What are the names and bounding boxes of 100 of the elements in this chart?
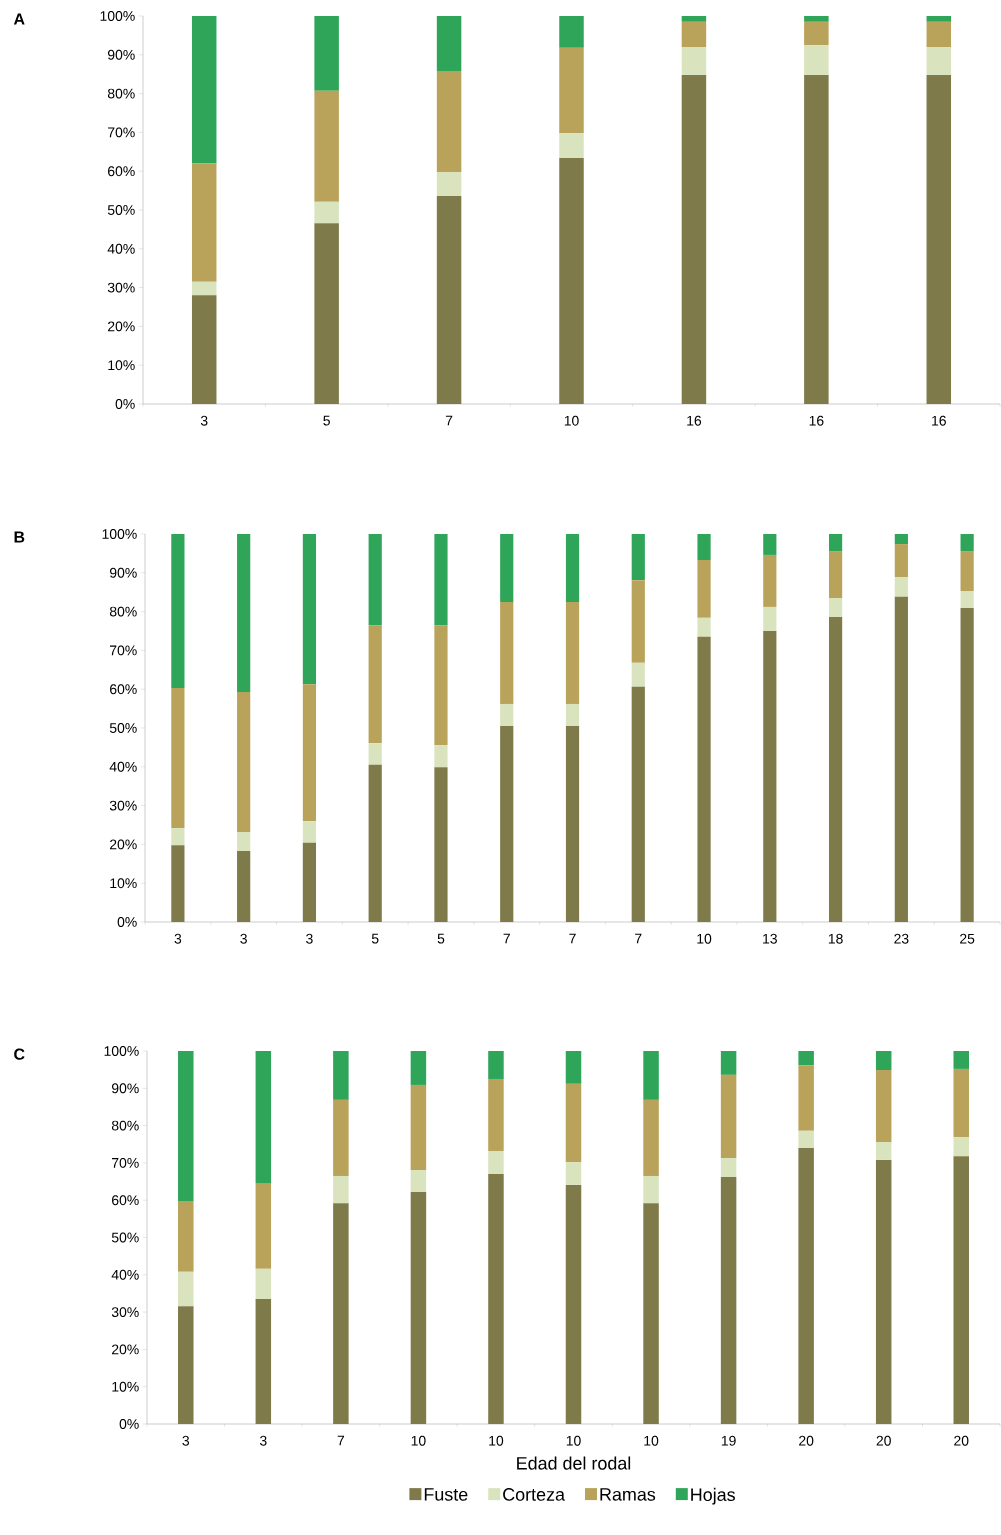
bar bbox=[681, 15, 707, 22]
bar bbox=[500, 533, 514, 602]
legend-label: Fuste bbox=[424, 1488, 468, 1501]
y-tick-label: 50% bbox=[109, 723, 137, 733]
bar bbox=[171, 845, 185, 922]
y-tick-label: 30% bbox=[111, 1307, 139, 1318]
bar bbox=[697, 617, 711, 637]
bar bbox=[436, 15, 462, 72]
bar bbox=[178, 1200, 194, 1272]
y-tick-label: 90% bbox=[111, 1083, 139, 1094]
bar bbox=[828, 617, 843, 922]
y-tick-label: 80% bbox=[107, 88, 135, 99]
bar bbox=[333, 1051, 349, 1100]
bar bbox=[681, 47, 707, 75]
bar bbox=[434, 767, 448, 922]
y-tick-label: 0% bbox=[117, 917, 137, 927]
y-tick-label: 90% bbox=[109, 567, 137, 578]
x-tick-label: 25 bbox=[960, 933, 975, 944]
bar bbox=[255, 1051, 272, 1184]
x-tick-label: 3 bbox=[259, 1435, 267, 1446]
x-tick-label: 20 bbox=[954, 1435, 969, 1446]
bar bbox=[720, 1158, 737, 1178]
bar bbox=[763, 606, 777, 631]
y-tick-label: 60% bbox=[110, 684, 137, 695]
bar bbox=[697, 559, 711, 618]
y-tick-label: 70% bbox=[112, 1157, 139, 1168]
y-tick-label: 100% bbox=[104, 1046, 139, 1056]
bar bbox=[191, 163, 217, 282]
y-tick-label: 80% bbox=[111, 1120, 139, 1131]
bar bbox=[565, 1162, 582, 1185]
chart-title: B bbox=[14, 531, 25, 543]
bar bbox=[631, 686, 645, 922]
bar bbox=[875, 1142, 892, 1160]
bar bbox=[565, 601, 580, 704]
legend-label: Corteza bbox=[503, 1488, 565, 1501]
bar bbox=[894, 544, 908, 578]
bar bbox=[237, 533, 251, 692]
x-tick-label: 7 bbox=[503, 933, 510, 944]
x-axis-title: Edad del rodal bbox=[517, 1456, 631, 1470]
bar bbox=[875, 1070, 892, 1143]
bar bbox=[434, 533, 448, 626]
bar bbox=[434, 625, 448, 746]
bar bbox=[681, 21, 707, 48]
bar bbox=[960, 551, 974, 592]
bar bbox=[434, 745, 448, 768]
bar bbox=[178, 1271, 194, 1307]
x-tick-label: 7 bbox=[569, 933, 576, 944]
bar bbox=[960, 608, 974, 922]
bar bbox=[565, 1184, 582, 1424]
x-tick-label: 10 bbox=[697, 933, 712, 944]
bar bbox=[333, 1175, 349, 1204]
x-tick-label: 7 bbox=[445, 415, 453, 426]
bar bbox=[697, 636, 711, 922]
bar bbox=[804, 21, 829, 46]
x-tick-label: 10 bbox=[564, 415, 579, 426]
bar bbox=[926, 21, 952, 48]
bar bbox=[314, 15, 339, 91]
bar bbox=[410, 1191, 427, 1424]
bar bbox=[436, 196, 462, 404]
y-tick-label: 80% bbox=[109, 606, 137, 617]
bar bbox=[302, 684, 317, 822]
bar bbox=[643, 1203, 659, 1424]
bar bbox=[763, 554, 777, 607]
x-tick-label: 10 bbox=[411, 1435, 426, 1446]
x-tick-label: 3 bbox=[240, 933, 247, 944]
bar bbox=[681, 74, 707, 404]
y-tick-label: 10% bbox=[110, 878, 137, 889]
x-tick-label: 3 bbox=[182, 1435, 190, 1446]
bar bbox=[436, 71, 462, 172]
text: C bbox=[14, 1048, 25, 1060]
bar bbox=[302, 821, 317, 843]
x-tick-label: 16 bbox=[687, 415, 702, 426]
x-tick-label: 10 bbox=[566, 1435, 581, 1446]
bar bbox=[191, 295, 217, 404]
bar bbox=[828, 533, 843, 552]
bar bbox=[488, 1174, 504, 1424]
x-tick-label: 5 bbox=[371, 933, 379, 944]
bar bbox=[875, 1051, 892, 1071]
bar bbox=[953, 1156, 969, 1424]
x-tick-label: 3 bbox=[200, 415, 208, 426]
bar bbox=[960, 533, 974, 552]
y-tick-label: 90% bbox=[107, 49, 135, 60]
y-tick-label: 100% bbox=[100, 11, 135, 21]
x-tick-label: 7 bbox=[337, 1435, 345, 1446]
bar bbox=[500, 703, 514, 727]
bar bbox=[798, 1051, 814, 1066]
bar bbox=[191, 15, 217, 164]
bar bbox=[804, 74, 829, 404]
bar bbox=[631, 533, 645, 581]
bar bbox=[565, 1083, 582, 1163]
bar bbox=[410, 1051, 427, 1085]
y-tick-label: 40% bbox=[109, 761, 137, 772]
bar bbox=[697, 533, 711, 560]
y-tick-label: 40% bbox=[111, 1269, 139, 1280]
bar bbox=[804, 15, 829, 22]
bar bbox=[410, 1084, 427, 1170]
y-tick-label: 30% bbox=[109, 800, 137, 811]
bar bbox=[178, 1051, 194, 1201]
bar bbox=[171, 828, 185, 846]
bar bbox=[500, 601, 514, 704]
